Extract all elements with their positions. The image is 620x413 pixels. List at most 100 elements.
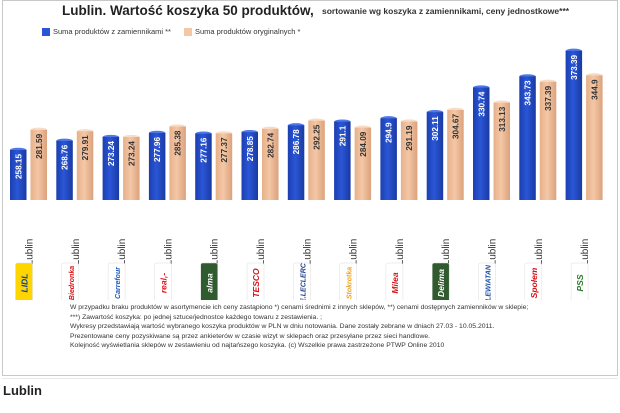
bar-series2 [262, 128, 279, 200]
store-logo-text: Stokrotka [347, 267, 354, 299]
bar-series1 [473, 87, 490, 200]
footnote-line: Wykresy przedstawiają wartość wybranego … [70, 323, 495, 331]
value-label-series1: 330.74 [477, 91, 486, 116]
value-label-series1: 291.1 [338, 125, 347, 146]
carrefour-logo [107, 262, 126, 300]
bar-series1 [195, 133, 212, 200]
category-label: Lublin [210, 239, 221, 266]
bar-series1 [426, 112, 444, 200]
bar-series1 [102, 137, 120, 200]
bar-series2 [30, 129, 47, 200]
value-label-series1: 294.9 [385, 122, 394, 143]
footnote-line: W przypadku braku produktów w asortymenc… [70, 304, 529, 311]
category-label: Lublin [25, 239, 36, 266]
bar-series2 [169, 126, 186, 200]
legend-swatch-series2 [184, 27, 192, 36]
store-logo-text: PSS [575, 274, 585, 291]
value-label-series2: 281.59 [35, 133, 44, 158]
store-logo-text: Carrefour [115, 266, 122, 299]
bar-series1 [334, 121, 351, 200]
category-label: Lublin [349, 239, 360, 266]
category-label: Lublin [117, 239, 128, 266]
value-label-series2: 337.39 [544, 85, 553, 110]
store-logo-text: alma [205, 273, 215, 293]
bar-series1 [56, 140, 73, 200]
chart-title: Lublin. Wartość koszyka 50 produktów, [62, 3, 314, 18]
legend-item-series2: Suma produktów oryginalnych * [184, 27, 300, 36]
category-label: Lublin [302, 239, 313, 266]
footnote-line: ***) Zawartość koszyka: po jednej sztuce… [70, 313, 322, 321]
store-logo-text: LEWIATAN [486, 264, 493, 300]
bar-series1 [241, 132, 258, 200]
category-label: Lublin [534, 239, 545, 266]
bar-series1 [148, 132, 166, 200]
category-label: Lublin [71, 239, 82, 266]
bar-series2 [586, 75, 603, 200]
spolem-logo [524, 262, 543, 300]
bar-group: 258.15 281.59 Lublin LIDL [10, 127, 47, 300]
category-label: Lublin [488, 239, 499, 266]
pss-logo [570, 262, 589, 300]
bar-series1 [565, 50, 583, 201]
tesco-logo [246, 262, 265, 300]
store-logo-text: E.LECLERC [300, 262, 307, 300]
real-logo [154, 262, 172, 300]
bar-group: 277.16 277.37 Lublin alma [195, 131, 233, 300]
bar-chart: 258.15 281.59 Lublin LIDL 268.76 279.91 Lublin… [10, 48, 603, 300]
value-label-series2: 313.13 [498, 106, 507, 131]
store-logo-text: Milea [390, 272, 400, 294]
footnote-line: Prezentowane ceny pozyskiwane są przez a… [70, 332, 431, 340]
category-label: Lublin [163, 239, 174, 266]
store-logo-text: Delima [436, 269, 446, 297]
value-label-series2: 304.67 [451, 114, 460, 139]
bar-series2 [447, 109, 464, 200]
footnote-line: Kolejność wyświetlania sklepów w zestawi… [70, 342, 445, 350]
value-label-series1: 373.39 [570, 54, 579, 79]
value-label-series1: 278.85 [246, 136, 255, 161]
value-label-series1: 277.96 [153, 137, 162, 162]
bar-group: 277.96 285.38 Lublin real,- [148, 124, 186, 300]
legend-label-series1: Suma produktów z zamiennikami ** [53, 27, 171, 36]
bar-series1 [380, 118, 397, 200]
category-label: Lublin [580, 239, 591, 266]
value-label-series2: 273.24 [127, 141, 136, 166]
store-logo-text: Biedronka [69, 266, 76, 300]
value-label-series1: 302.11 [431, 116, 440, 141]
bar-series2 [539, 81, 557, 200]
value-label-series2: 284.09 [359, 131, 368, 156]
value-label-series2: 344.9 [590, 79, 599, 100]
value-label-series1: 286.78 [292, 129, 301, 154]
lewiatan-logo [478, 262, 496, 300]
bar-series2 [354, 127, 372, 200]
legend-item-series1: Suma produktów z zamiennikami ** [42, 27, 171, 36]
delima-logo [431, 262, 450, 300]
chart-subtitle: sortowanie wg koszyka z zamiennikami, ce… [322, 6, 570, 16]
bar-series2 [76, 131, 94, 200]
bar-series2 [308, 120, 325, 200]
bar-group: 302.11 304.67 Lublin Delima [426, 107, 464, 300]
category-label: Lublin [395, 239, 406, 266]
value-label-series2: 277.37 [220, 137, 229, 162]
bar-series2 [493, 102, 510, 200]
bar-series2 [400, 121, 418, 200]
bar-series1 [519, 76, 536, 200]
value-label-series2: 282.74 [266, 132, 275, 157]
bar-group: 278.85 282.74 Lublin TESCO [241, 126, 279, 300]
value-label-series2: 279.91 [81, 135, 90, 160]
bar-series1 [10, 149, 27, 200]
bar-series2 [123, 137, 140, 200]
bar-group: 294.9 291.19 Lublin Milea [380, 116, 418, 300]
value-label-series1: 277.16 [199, 137, 208, 162]
bar-group: 373.39 344.9 Lublin PSS [565, 48, 603, 300]
footnotes: W przypadku braku produktów w asortymenc… [70, 303, 528, 351]
city-heading: Lublin [3, 383, 42, 398]
milea-logo [385, 262, 404, 300]
value-label-series1: 273.24 [107, 141, 116, 166]
store-logo-text: LIDL [20, 274, 30, 293]
category-label: Lublin [256, 239, 267, 266]
